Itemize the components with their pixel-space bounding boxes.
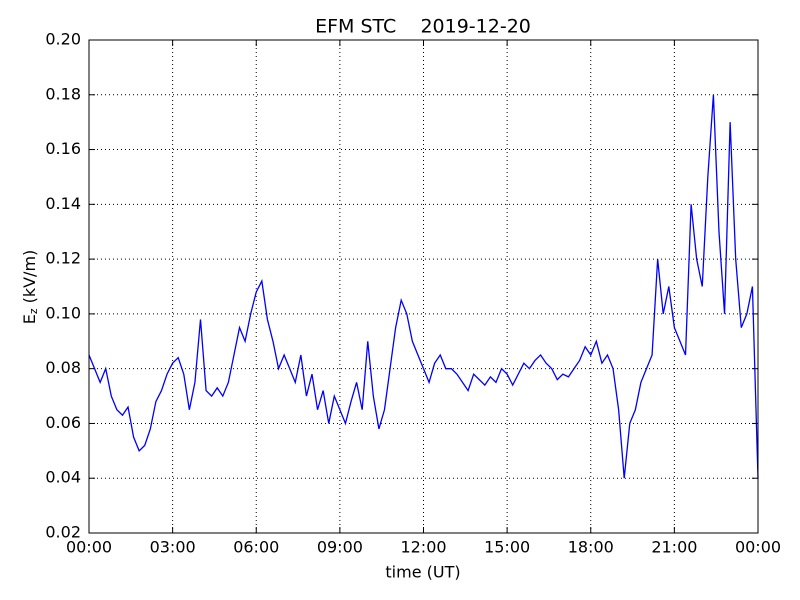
y-axis-label: Ez (kV/m): [20, 250, 41, 325]
y-label-base: E: [20, 314, 39, 324]
y-tick-label: 0.12: [45, 249, 81, 268]
y-tick-label: 0.02: [45, 523, 81, 542]
plot-frame: [88, 39, 759, 534]
y-tick-label: 0.08: [45, 358, 81, 377]
x-tick-label: 00:00: [735, 538, 781, 557]
y-tick-label: 0.10: [45, 303, 81, 322]
x-tick-label: 06:00: [233, 538, 279, 557]
data-line: [88, 94, 759, 479]
y-tick-label: 0.16: [45, 139, 81, 158]
x-tick-label: 00:00: [66, 538, 112, 557]
chart-title: EFM STC 2019-12-20: [315, 16, 531, 38]
x-tick-label: 12:00: [400, 538, 446, 557]
y-tick-label: 0.20: [45, 30, 81, 49]
x-tick-label: 03:00: [150, 538, 196, 557]
y-tick-label: 0.18: [45, 84, 81, 103]
y-tick-label: 0.04: [45, 468, 81, 487]
y-label-subscript: z: [27, 308, 40, 314]
x-tick-label: 18:00: [568, 538, 614, 557]
x-tick-label: 21:00: [651, 538, 697, 557]
y-label-unit: (kV/m): [20, 250, 39, 304]
x-tick-label: 09:00: [317, 538, 363, 557]
y-tick-label: 0.14: [45, 194, 81, 213]
x-tick-label: 15:00: [484, 538, 530, 557]
x-axis-label: time (UT): [385, 563, 460, 582]
y-tick-label: 0.06: [45, 413, 81, 432]
